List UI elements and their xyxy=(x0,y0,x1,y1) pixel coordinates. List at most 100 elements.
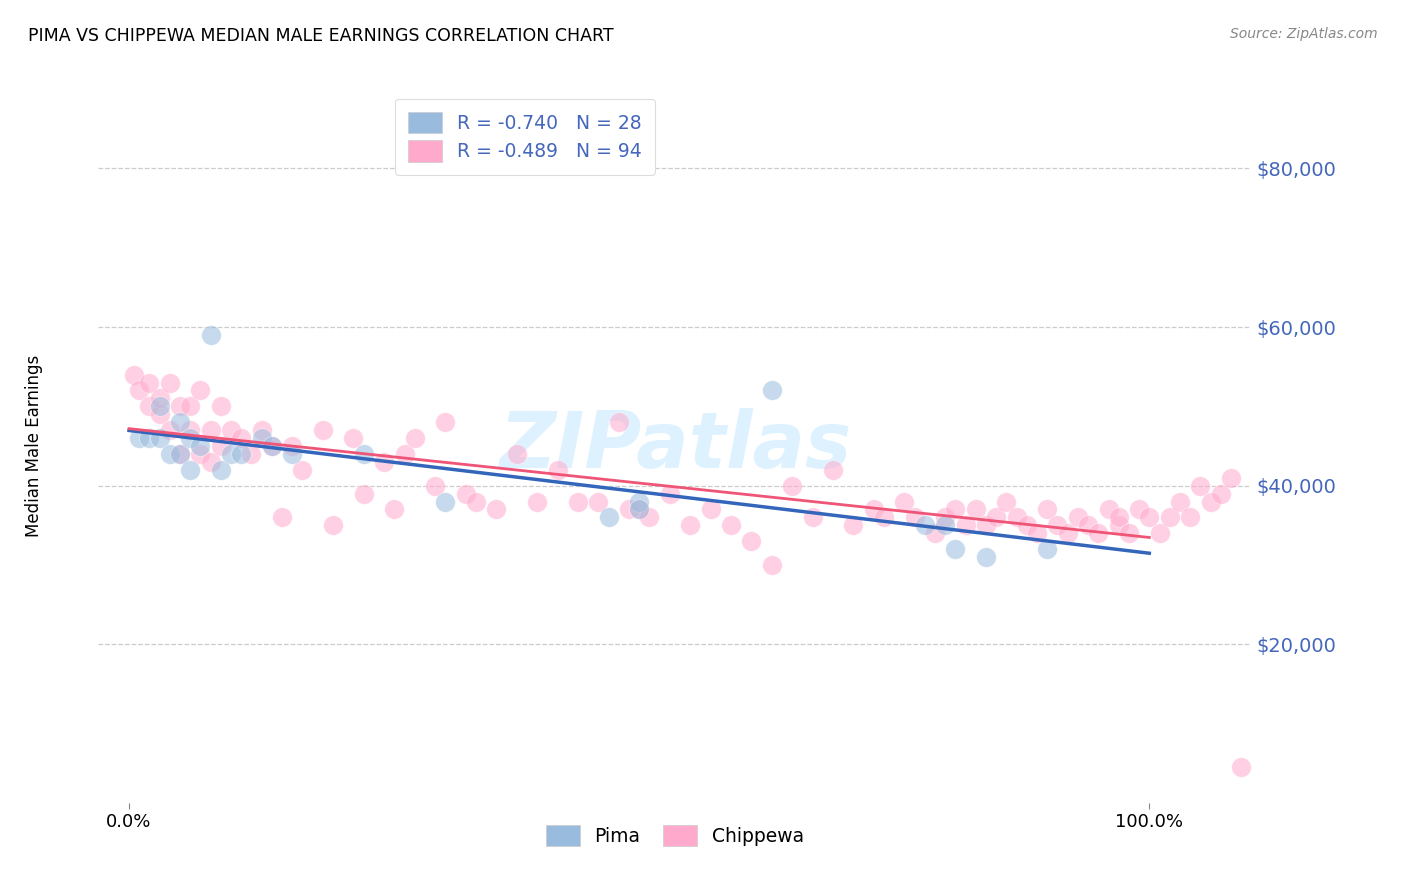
Point xyxy=(382,502,405,516)
Point xyxy=(200,423,222,437)
Point xyxy=(628,502,651,516)
Point xyxy=(169,400,191,414)
Point xyxy=(567,494,589,508)
Point xyxy=(863,502,886,516)
Point xyxy=(1067,510,1090,524)
Point xyxy=(169,415,191,429)
Point xyxy=(526,494,548,508)
Point xyxy=(1118,526,1140,541)
Point xyxy=(780,478,803,492)
Point xyxy=(281,447,304,461)
Point xyxy=(454,486,477,500)
Point xyxy=(1178,510,1201,524)
Point xyxy=(122,368,145,382)
Point xyxy=(219,423,242,437)
Point xyxy=(312,423,335,437)
Point xyxy=(588,494,610,508)
Point xyxy=(394,447,416,461)
Point xyxy=(761,384,783,398)
Point xyxy=(995,494,1018,508)
Point xyxy=(464,494,486,508)
Point xyxy=(1199,494,1222,508)
Point xyxy=(179,431,201,445)
Text: ZIPatlas: ZIPatlas xyxy=(499,408,851,484)
Point xyxy=(404,431,426,445)
Point xyxy=(128,384,150,398)
Point xyxy=(1015,518,1038,533)
Point xyxy=(904,510,927,524)
Point xyxy=(720,518,742,533)
Point xyxy=(322,518,344,533)
Point xyxy=(547,463,569,477)
Point xyxy=(149,407,172,421)
Point xyxy=(955,518,977,533)
Legend: Pima, Chippewa: Pima, Chippewa xyxy=(534,814,815,857)
Point xyxy=(434,415,457,429)
Point xyxy=(679,518,702,533)
Point xyxy=(914,518,936,533)
Point xyxy=(179,423,201,437)
Point xyxy=(200,455,222,469)
Point xyxy=(658,486,681,500)
Point xyxy=(219,447,242,461)
Point xyxy=(1036,502,1059,516)
Point xyxy=(485,502,508,516)
Point xyxy=(179,400,201,414)
Text: Source: ZipAtlas.com: Source: ZipAtlas.com xyxy=(1230,27,1378,41)
Point xyxy=(761,558,783,572)
Point xyxy=(190,447,212,461)
Point xyxy=(342,431,364,445)
Point xyxy=(434,494,457,508)
Point xyxy=(934,510,956,524)
Point xyxy=(740,534,762,549)
Point xyxy=(945,502,967,516)
Point xyxy=(607,415,630,429)
Point xyxy=(291,463,314,477)
Point xyxy=(1036,542,1059,557)
Point xyxy=(1159,510,1181,524)
Y-axis label: Median Male Earnings: Median Male Earnings xyxy=(25,355,42,537)
Point xyxy=(231,431,253,445)
Point xyxy=(138,400,160,414)
Point xyxy=(598,510,620,524)
Point xyxy=(240,447,263,461)
Point xyxy=(1087,526,1109,541)
Point xyxy=(1026,526,1049,541)
Point xyxy=(373,455,395,469)
Point xyxy=(250,423,273,437)
Point xyxy=(128,431,150,445)
Point xyxy=(842,518,865,533)
Point xyxy=(1108,518,1130,533)
Point xyxy=(149,392,172,406)
Point xyxy=(159,447,181,461)
Point xyxy=(209,463,232,477)
Point xyxy=(169,447,191,461)
Point xyxy=(945,542,967,557)
Point xyxy=(260,439,283,453)
Point xyxy=(699,502,721,516)
Point xyxy=(1230,760,1253,774)
Point xyxy=(1168,494,1191,508)
Point xyxy=(1137,510,1160,524)
Point xyxy=(934,518,956,533)
Point xyxy=(965,502,987,516)
Point xyxy=(1077,518,1099,533)
Point xyxy=(271,510,294,524)
Point xyxy=(260,439,283,453)
Point xyxy=(1209,486,1232,500)
Point xyxy=(1149,526,1171,541)
Point xyxy=(821,463,844,477)
Point xyxy=(149,431,172,445)
Point xyxy=(179,463,201,477)
Point xyxy=(617,502,640,516)
Point xyxy=(138,376,160,390)
Point xyxy=(1128,502,1150,516)
Point xyxy=(231,447,253,461)
Point xyxy=(423,478,446,492)
Point xyxy=(209,400,232,414)
Point xyxy=(250,431,273,445)
Point xyxy=(138,431,160,445)
Point xyxy=(209,439,232,453)
Point xyxy=(159,423,181,437)
Point xyxy=(1108,510,1130,524)
